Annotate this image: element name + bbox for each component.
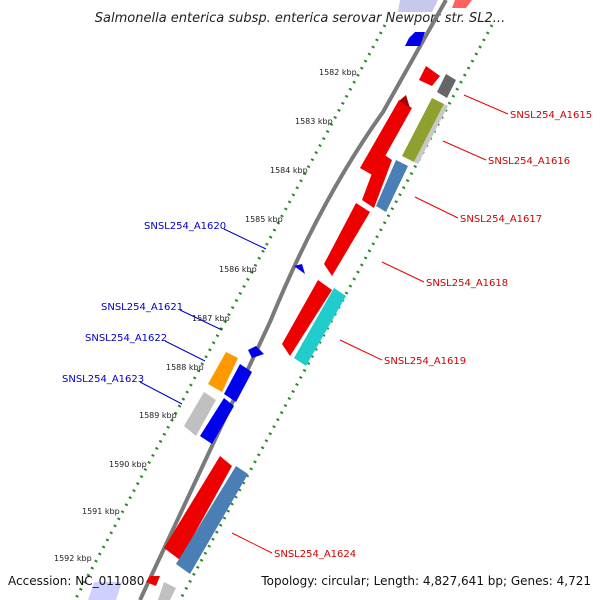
gene-SNSL254_A1617 (376, 160, 408, 212)
ruler-label: 1583 kbp (295, 117, 333, 126)
gene-SNSL254_A1623 (184, 392, 216, 436)
map-title: Salmonella enterica subsp. enterica sero… (95, 11, 505, 26)
gene-partial-bottom-3 (88, 582, 122, 600)
gene-features (88, 0, 472, 600)
connector-A1622 (164, 340, 206, 362)
gene-SNSL254_A1616-red (360, 100, 412, 176)
backbone-line (138, 0, 448, 600)
gene-SNSL254_A1622-blue (224, 364, 252, 402)
ruler-label: 1584 kbp (270, 166, 308, 175)
gene-labels: SNSL254_A1615 SNSL254_A1616 SNSL254_A161… (62, 110, 592, 560)
gene-SNSL254_A1615 (437, 74, 456, 98)
connector-A1621 (179, 309, 223, 331)
ruler-label: 1588 kbp (166, 363, 204, 372)
gene-SNSL254_A1617-red (362, 152, 392, 208)
gene-label[interactable]: SNSL254_A1622 (85, 333, 167, 344)
gene-SNSL254_A1620 (294, 264, 305, 274)
ruler-labels: 1582 kbp 1583 kbp 1584 kbp 1585 kbp 1586… (54, 68, 357, 563)
gene-SNSL254_A1619 (294, 288, 346, 366)
guide-lines (73, 24, 494, 600)
gene-SNSL254_A1621 (248, 346, 264, 358)
gene-label[interactable]: SNSL254_A1618 (426, 278, 508, 289)
gene-SNSL254_A1622 (208, 352, 238, 392)
gene-label[interactable]: SNSL254_A1615 (510, 110, 592, 121)
ruler-label: 1585 kbp (245, 215, 283, 224)
connector-A1615 (463, 94, 509, 115)
gene-label[interactable]: SNSL254_A1617 (460, 214, 542, 225)
topology-summary: Topology: circular; Length: 4,827,641 bp… (261, 574, 591, 588)
gene-label[interactable]: SNSL254_A1624 (274, 549, 356, 560)
gene-SNSL254_A1624-red (164, 456, 232, 560)
ruler-label: 1592 kbp (54, 554, 92, 563)
ruler-label: 1587 kbp (192, 314, 230, 323)
gene-label[interactable]: SNSL254_A1621 (101, 302, 183, 313)
gene-partial-bottom-1 (146, 576, 160, 586)
inner-guide-line (73, 24, 387, 600)
gene-SNSL254_A1623-blue (200, 398, 234, 444)
ruler-label: 1590 kbp (109, 460, 147, 469)
connector-A1618 (381, 261, 425, 283)
accession-text: Accession: NC_011080 (8, 574, 145, 588)
connector-A1620 (223, 228, 267, 250)
gene-partial-top-2 (452, 0, 472, 8)
outer-guide-line (178, 24, 494, 600)
gene-partial-bottom-2 (158, 582, 176, 600)
gene-SNSL254_A1618 (324, 203, 370, 276)
ruler-label: 1591 kbp (82, 507, 120, 516)
gene-partial-top-3 (405, 32, 425, 46)
connector-A1616 (442, 140, 487, 161)
connector-A1623 (139, 381, 183, 405)
connector-A1619 (339, 339, 383, 361)
gene-SNSL254_A1624 (176, 466, 248, 574)
gene-SNSL254_A1616-head (399, 95, 410, 108)
gene-label[interactable]: SNSL254_A1616 (488, 156, 570, 167)
connector-A1624 (231, 532, 273, 554)
ruler-label: 1582 kbp (319, 68, 357, 77)
gene-partial-top-1 (398, 0, 438, 12)
ruler-label: 1589 kbp (139, 411, 177, 420)
gene-SNSL254_A1616-shade (414, 104, 448, 164)
gene-SNSL254_A1615-red (419, 66, 440, 86)
label-connectors (139, 94, 509, 554)
gene-label[interactable]: SNSL254_A1623 (62, 374, 144, 385)
gene-SNSL254_A1619-red (282, 280, 332, 356)
gene-label[interactable]: SNSL254_A1619 (384, 356, 466, 367)
backbone (138, 0, 448, 600)
connector-A1617 (414, 196, 459, 219)
ruler-label: 1586 kbp (219, 265, 257, 274)
gene-SNSL254_A1616 (402, 98, 444, 162)
gene-label[interactable]: SNSL254_A1620 (144, 221, 226, 232)
